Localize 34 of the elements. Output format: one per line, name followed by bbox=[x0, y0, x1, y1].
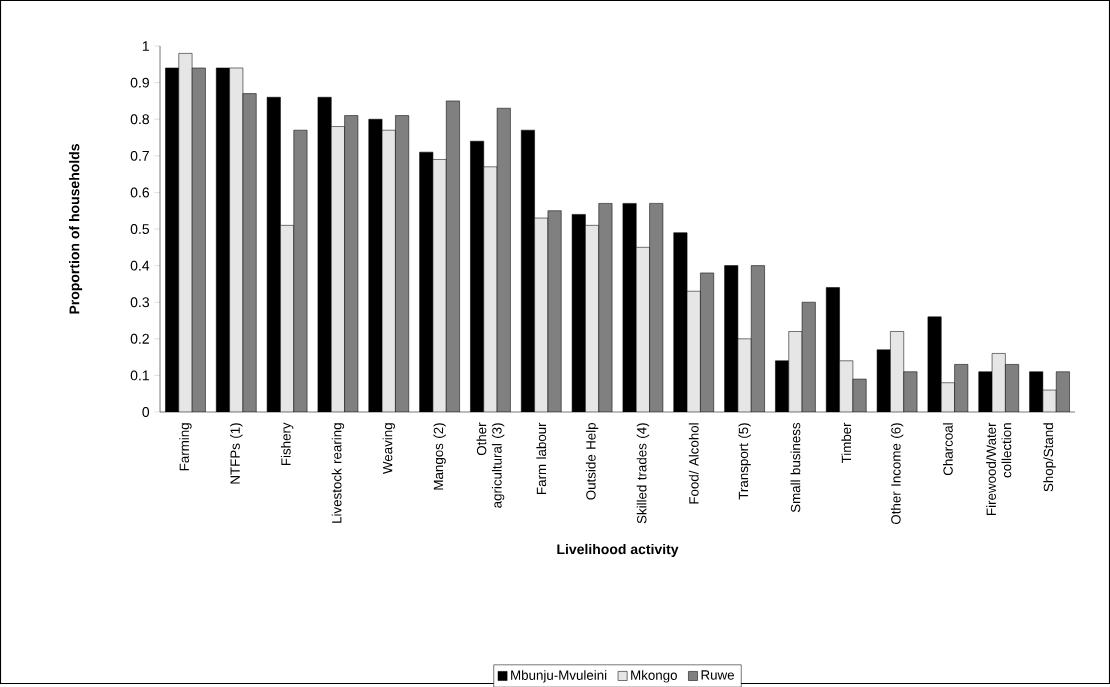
y-tick-label: 0 bbox=[142, 406, 150, 417]
x-tick-label: Other Income (6) bbox=[890, 423, 904, 524]
y-tick-label: 0.1 bbox=[130, 370, 149, 381]
x-tick-label: Farming bbox=[179, 423, 192, 471]
y-tick-label: 0.3 bbox=[130, 297, 150, 307]
x-tick-label: Firewood/Water collection bbox=[986, 422, 1012, 515]
x-tick-label: Shop/Stand bbox=[1043, 423, 1056, 492]
y-axis-title: Proportion of households bbox=[69, 143, 83, 314]
y-tick-label: 1 bbox=[142, 41, 149, 51]
x-tick-label: Skilled trades (4) bbox=[636, 423, 650, 524]
x-tick-label: Mangos (2) bbox=[433, 423, 446, 490]
y-tick-label: 0.6 bbox=[130, 187, 150, 198]
legend-label: Ruwe bbox=[701, 670, 734, 680]
y-tick-label: 0.8 bbox=[130, 114, 150, 124]
y-tick-label: 0.2 bbox=[130, 333, 149, 344]
x-tick-label: Weaving bbox=[382, 423, 395, 474]
x-tick-label: Food/ Alcohol bbox=[688, 423, 699, 504]
x-tick-label: Transport (5) bbox=[738, 423, 751, 500]
y-tick-label: 0.7 bbox=[130, 150, 149, 161]
x-tick-label: Timber bbox=[841, 422, 852, 463]
x-tick-label: Small business bbox=[790, 422, 801, 513]
x-tick-label: Charcoal bbox=[943, 423, 953, 475]
legend-label: Mkongo bbox=[631, 669, 677, 683]
y-tick-label: 0.9 bbox=[130, 77, 149, 88]
legend-label: Mbunju-Mvuleini bbox=[511, 669, 607, 683]
x-tick-label: Outside Help bbox=[585, 422, 599, 500]
x-tick-label: NTFPs (1) bbox=[230, 423, 243, 484]
x-tick-label: Farm labour bbox=[536, 422, 547, 494]
x-tick-label: Fishery bbox=[280, 422, 294, 465]
y-tick-label: 0.5 bbox=[130, 223, 150, 234]
x-tick-label: Other agricultural (3) bbox=[476, 422, 505, 508]
x-tick-label: Livestock rearing bbox=[331, 423, 345, 523]
y-tick-label: 0.4 bbox=[130, 260, 150, 271]
x-axis-title: Livelihood activity bbox=[557, 543, 679, 557]
